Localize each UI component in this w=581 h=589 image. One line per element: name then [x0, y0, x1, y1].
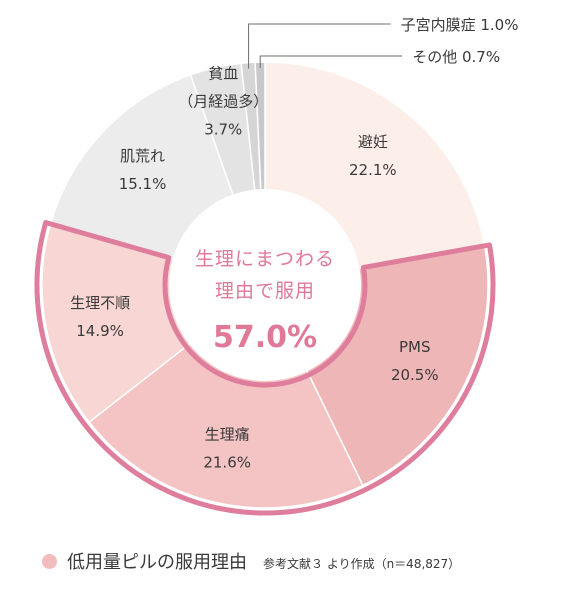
highlight-outline	[34, 220, 496, 516]
slice-label: 避妊	[358, 133, 388, 151]
callout-label: 子宮内膜症 1.0%	[401, 16, 519, 34]
slice-value-label: 20.5%	[391, 366, 439, 384]
slice-value-label: 22.1%	[349, 161, 397, 179]
center-label: 生理にまつわる	[195, 248, 335, 270]
source-footnote: 参考文献３ より作成（n＝48,827）	[263, 557, 461, 571]
pie-slice	[88, 283, 364, 509]
slice-label: 貧血	[208, 65, 238, 83]
slice-label: 生理不順	[70, 294, 130, 312]
center-label: 理由で服用	[215, 280, 315, 302]
slice-value-label: 3.7%	[204, 121, 242, 139]
slice-value-label: 15.1%	[119, 175, 167, 193]
slice-label: 肌荒れ	[120, 147, 165, 165]
donut-hole	[169, 189, 361, 381]
center-value: 57.0%	[213, 320, 317, 355]
slice-value-label: 14.9%	[76, 322, 124, 340]
legend-swatch	[42, 554, 57, 569]
slice-label: PMS	[399, 338, 431, 356]
slice-label: 生理痛	[205, 426, 250, 444]
callout-label: その他 0.7%	[412, 48, 500, 66]
slice-label: （月経過多）	[178, 93, 268, 111]
legend: 低用量ピルの服用理由 参考文献３ より作成（n＝48,827）	[42, 548, 460, 574]
callout-leader-line	[248, 23, 391, 69]
legend-label: 低用量ピルの服用理由	[67, 552, 247, 573]
callout-leader-line	[259, 55, 403, 69]
slice-value-label: 21.6%	[203, 454, 251, 472]
